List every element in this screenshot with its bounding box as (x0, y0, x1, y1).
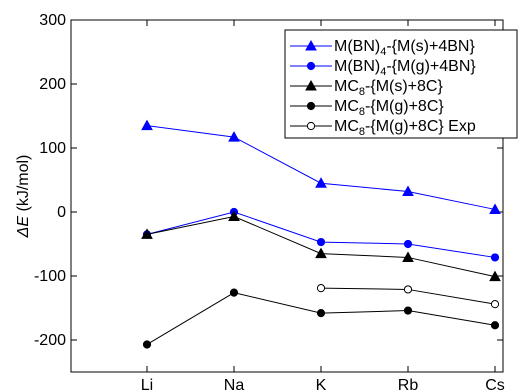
legend-label-prefix: MC (334, 118, 359, 135)
legend-entry-1: M(BN)4-{M(s)+4BN} (290, 38, 475, 58)
data-point (141, 228, 153, 239)
legend-marker (306, 121, 316, 131)
data-point (403, 306, 413, 315)
data-point (402, 185, 414, 197)
data-point (141, 119, 153, 131)
y-tick-label: 0 (57, 204, 66, 221)
legend-label-subscript: 8 (359, 86, 365, 98)
legend-entry-4: MC8-{M(g)+8C} (290, 98, 444, 118)
data-point (403, 239, 413, 249)
legend-label-subscript: 4 (380, 66, 386, 78)
x-tick-label: Cs (485, 377, 505, 392)
data-point (229, 288, 239, 297)
legend-label-suffix: -{M(g)+4BN} (386, 58, 476, 75)
legend-label-subscript: 8 (359, 126, 365, 138)
legend-label-suffix: -{M(s)+8C} (365, 78, 443, 95)
data-point (316, 309, 326, 318)
data-point (316, 284, 326, 293)
data-point (489, 270, 501, 282)
data-point (228, 210, 240, 221)
axes-layer: 300 200 100 0 -100 -200 Li Na K Rb Cs (34, 12, 505, 392)
data-point (228, 131, 240, 142)
legend-marker (305, 79, 317, 91)
legend-label-prefix: M(BN) (334, 38, 380, 55)
x-tick-label: Li (141, 377, 153, 392)
series-5 (316, 284, 500, 309)
x-tick-label: Na (224, 377, 245, 392)
legend-entry-5: MC8-{M(g)+8C} Exp (290, 118, 476, 138)
series-1 (141, 119, 501, 214)
y-tick-label: 100 (39, 140, 66, 157)
series-3 (141, 210, 501, 282)
data-point (402, 251, 414, 262)
legend-marker (306, 101, 316, 111)
legend-label-prefix: MC (334, 78, 359, 95)
legend-label: M(BN)4-{M(g)+4BN} (334, 58, 476, 78)
legend-entry-3: MC8-{M(s)+8C} (290, 78, 443, 98)
data-point (490, 300, 500, 309)
legend-label-prefix: M(BN) (334, 58, 380, 75)
legend-label-suffix: -{M(g)+8C} Exp (365, 118, 476, 135)
series-line (146, 215, 496, 278)
data-point (490, 321, 500, 330)
legend-label-subscript: 8 (359, 106, 365, 118)
series-line (146, 292, 496, 345)
y-axis-title: ΔE (kJ/mol) (15, 155, 32, 239)
data-point (315, 247, 327, 259)
legend-label-prefix: MC (334, 98, 359, 115)
y-axis-title-symbol: ΔE (15, 216, 32, 239)
x-tick-label: Rb (398, 377, 419, 392)
y-tick-label: 200 (39, 76, 66, 93)
legend-marker (305, 39, 317, 51)
legend-marker (306, 61, 316, 71)
data-point (403, 285, 413, 294)
legend-label-suffix: -{M(g)+8C} (365, 98, 444, 115)
y-axis-title-unit: (kJ/mol) (15, 155, 32, 216)
series-4 (142, 288, 500, 349)
plot-frame (70, 19, 504, 373)
legend-label: MC8-{M(g)+8C} (334, 98, 444, 118)
legend: M(BN)4-{M(s)+4BN}M(BN)4-{M(g)+4BN}MC8-{M… (284, 29, 518, 139)
y-tick-label: -100 (34, 268, 66, 285)
legend-label-suffix: -{M(s)+4BN} (386, 38, 475, 55)
data-point (489, 203, 501, 214)
y-tick-label: -200 (34, 332, 66, 349)
legend-entry-2: M(BN)4-{M(g)+4BN} (290, 58, 476, 78)
legend-label: M(BN)4-{M(s)+4BN} (334, 38, 475, 58)
legend-label: MC8-{M(s)+8C} (334, 78, 443, 98)
legend-label: MC8-{M(g)+8C} Exp (334, 118, 476, 138)
legend-box (284, 29, 518, 139)
series-layer (141, 119, 501, 349)
data-point (316, 237, 326, 247)
data-point (490, 253, 500, 262)
legend-label-subscript: 4 (380, 46, 386, 58)
data-point (142, 340, 152, 349)
data-point (315, 177, 327, 188)
y-tick-label: 300 (39, 12, 66, 29)
x-tick-label: K (316, 377, 327, 392)
